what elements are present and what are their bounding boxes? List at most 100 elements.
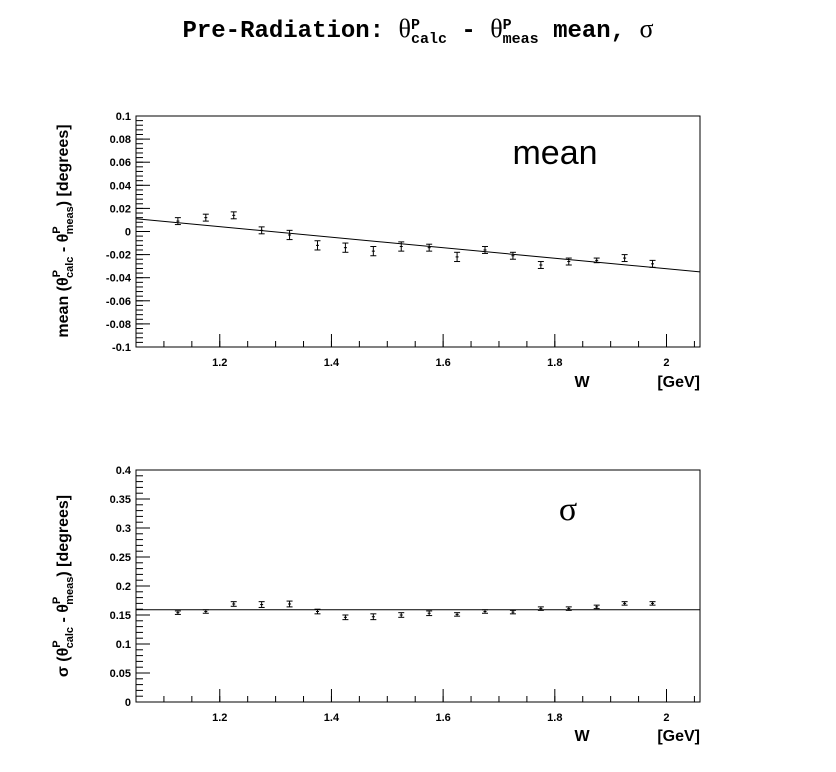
data-point bbox=[286, 229, 293, 241]
x-tick-label: 2 bbox=[663, 712, 669, 724]
title-theta-1: θ bbox=[398, 14, 411, 43]
data-point bbox=[593, 604, 600, 610]
x-tick-label: 1.2 bbox=[212, 712, 227, 724]
data-point bbox=[537, 606, 544, 611]
title-prefix: Pre-Radiation: bbox=[182, 18, 399, 45]
y-tick-label: 0.15 bbox=[110, 610, 131, 622]
data-point bbox=[370, 613, 377, 621]
y-tick-label: 0.35 bbox=[110, 494, 131, 506]
y-axis-title-part: meas bbox=[64, 577, 76, 605]
x-axis-title: W bbox=[574, 374, 590, 391]
data-point bbox=[565, 257, 572, 266]
y-tick-label: -0.04 bbox=[106, 273, 132, 285]
x-tick-label: 1.6 bbox=[435, 357, 450, 369]
x-tick-label: 1.2 bbox=[212, 357, 227, 369]
data-point bbox=[230, 601, 237, 607]
y-tick-label: -0.1 bbox=[112, 342, 131, 354]
data-point bbox=[398, 612, 405, 618]
data-point bbox=[398, 241, 405, 252]
y-axis-title-part: σ (θ bbox=[55, 648, 72, 677]
data-point bbox=[230, 211, 237, 220]
panel-label: mean bbox=[512, 134, 597, 172]
y-tick-label: 0.06 bbox=[110, 157, 131, 169]
data-point bbox=[649, 259, 656, 268]
data-point bbox=[621, 254, 628, 263]
sigma-panel: 0.4 0.35 0.3 0.25 0.2 0.15 0.1 0.05 0 1.2 1.4 1.6 1.… bbox=[51, 465, 701, 745]
x-axis-title: W bbox=[574, 728, 590, 745]
x-tick-label: 1.4 bbox=[324, 712, 340, 724]
x-tick-label: 2 bbox=[663, 357, 669, 369]
data-point bbox=[314, 608, 321, 615]
y-tick-label: -0.08 bbox=[106, 319, 131, 331]
y-tick-label: 0.05 bbox=[110, 668, 131, 680]
title-suffix: mean, bbox=[538, 18, 640, 45]
data-point bbox=[342, 614, 349, 621]
y-axis-title-part: P bbox=[51, 226, 63, 233]
x-tick-label: 1.8 bbox=[547, 712, 562, 724]
y-tick-label: 0.1 bbox=[116, 111, 131, 123]
data-point bbox=[342, 242, 349, 253]
data-point bbox=[202, 213, 209, 222]
data-point bbox=[286, 600, 293, 608]
y-tick-label: -0.06 bbox=[106, 296, 131, 308]
y-axis-title-part: calc bbox=[64, 257, 76, 278]
y-tick-label: 0.1 bbox=[116, 639, 131, 651]
title-sup-2: P bbox=[502, 17, 512, 34]
data-point bbox=[454, 251, 461, 263]
data-point bbox=[537, 261, 544, 269]
data-point bbox=[370, 246, 377, 257]
y-tick-label: 0.3 bbox=[116, 523, 131, 535]
mean-panel: 0.1 0.08 0.06 0.04 0.02 0 -0.02 -0.04 -0.06 -0.08… bbox=[51, 111, 701, 391]
data-point bbox=[509, 609, 516, 615]
data-point bbox=[426, 610, 433, 617]
data-point bbox=[621, 601, 628, 606]
x-tick-label: 1.4 bbox=[324, 357, 340, 369]
x-axis-unit: [GeV] bbox=[657, 374, 700, 391]
x-tick-label: 1.8 bbox=[547, 357, 562, 369]
data-point bbox=[454, 612, 461, 617]
y-axis-title-part: calc bbox=[64, 627, 76, 648]
y-tick-label: 0 bbox=[125, 697, 131, 709]
y-axis-title-part: P bbox=[51, 597, 63, 604]
data-point bbox=[482, 609, 489, 614]
plot-frame bbox=[135, 115, 701, 348]
y-tick-label: 0.2 bbox=[116, 581, 131, 593]
y-tick-label: 0 bbox=[125, 227, 131, 239]
y-tick-label: 0.02 bbox=[110, 203, 131, 215]
panel-label: σ bbox=[559, 491, 577, 528]
y-axis-title-part: - θ bbox=[55, 234, 72, 257]
title-sub-calc: calc bbox=[410, 31, 447, 48]
y-axis-title: mean (θPcalc - θPmeas) [degrees] bbox=[51, 124, 76, 337]
y-axis-title-part: P bbox=[51, 640, 63, 647]
y-axis-title-part: - θ bbox=[55, 604, 72, 627]
y-tick-label: 0.25 bbox=[110, 552, 131, 564]
data-point bbox=[565, 606, 572, 611]
y-axis-title-part: P bbox=[51, 270, 63, 277]
y-tick-label: 0.4 bbox=[116, 465, 132, 477]
y-tick-label: 0.04 bbox=[110, 180, 132, 192]
x-axis-unit: [GeV] bbox=[657, 728, 700, 745]
title-sigma: σ bbox=[639, 14, 654, 43]
x-tick-label: 1.6 bbox=[435, 712, 450, 724]
y-axis-title-part: ) [degrees] bbox=[55, 495, 72, 577]
data-point bbox=[314, 240, 321, 251]
y-tick-label: -0.02 bbox=[106, 250, 131, 262]
y-axis-title: σ (θPcalc - θPmeas) [degrees] bbox=[51, 495, 76, 677]
title-sup-1: P bbox=[410, 17, 420, 34]
data-point bbox=[482, 246, 489, 254]
y-axis-title-part: mean (θ bbox=[55, 277, 72, 337]
data-point bbox=[258, 601, 265, 608]
data-point bbox=[202, 609, 209, 614]
y-tick-label: 0.08 bbox=[110, 134, 131, 146]
data-point bbox=[426, 243, 433, 252]
y-axis-title-part: meas bbox=[64, 206, 76, 234]
data-point bbox=[593, 257, 600, 264]
data-point bbox=[174, 217, 181, 226]
title-minus: - bbox=[446, 18, 491, 45]
y-axis-title-part: ) [degrees] bbox=[55, 124, 72, 206]
plot-frame bbox=[135, 469, 701, 703]
title-sub-meas: meas bbox=[502, 31, 539, 48]
data-point bbox=[258, 226, 265, 235]
title-theta-2: θ bbox=[490, 14, 503, 43]
